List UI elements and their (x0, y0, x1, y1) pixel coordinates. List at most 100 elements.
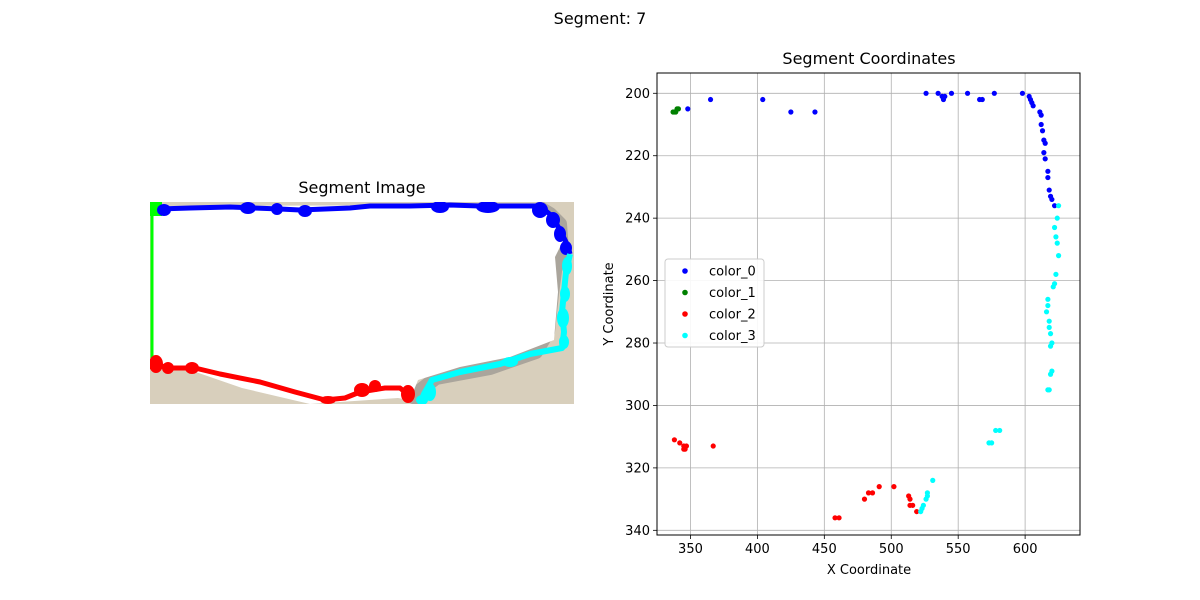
legend-label-color-3: color_3 (709, 329, 756, 344)
legend-label-color-1: color_1 (709, 286, 756, 301)
legend-marker-color-0 (682, 268, 688, 274)
segment-image-title: Segment Image (298, 178, 426, 197)
point-color-3 (1054, 215, 1060, 221)
x-axis-label: X Coordinate (827, 563, 911, 578)
segment-image (150, 202, 574, 404)
point-color-3 (1045, 296, 1051, 302)
y-tick-label: 320 (625, 461, 650, 476)
point-color-0 (685, 106, 691, 112)
point-color-0 (923, 90, 929, 96)
point-color-3 (1046, 387, 1052, 393)
segment-right-blobs (416, 257, 572, 404)
chart-legend: color_0 color_1 color_2 color_3 (664, 258, 765, 348)
segment-interior (152, 205, 565, 404)
point-color-2 (836, 515, 842, 521)
point-color-0 (1039, 128, 1046, 134)
legend-marker-color-2 (682, 311, 688, 317)
x-tick-label: 350 (678, 542, 703, 557)
legend-box (664, 258, 765, 348)
point-color-3 (1053, 234, 1059, 240)
point-color-3 (1045, 302, 1051, 309)
point-color-2 (861, 496, 868, 502)
point-color-0 (812, 109, 818, 115)
point-color-2 (677, 440, 683, 446)
point-color-1 (675, 106, 682, 112)
point-color-3 (997, 427, 1003, 434)
point-color-0 (942, 93, 948, 100)
chart-ticks: 350 400 450 500 550 600 200 220 240 260 280 300 320 3… (625, 87, 1037, 557)
plot-frame (656, 72, 1081, 536)
point-color-0 (707, 96, 714, 103)
point-color-3 (1046, 318, 1052, 324)
point-color-3 (1049, 368, 1055, 374)
point-color-0 (1042, 140, 1048, 146)
point-color-2 (671, 437, 678, 443)
point-color-0 (991, 90, 997, 96)
point-color-3 (1051, 281, 1058, 287)
point-color-0 (1046, 187, 1052, 193)
point-color-0 (1051, 203, 1058, 209)
point-color-3 (1046, 324, 1052, 331)
point-color-0 (1038, 112, 1044, 118)
point-color-0 (979, 96, 985, 103)
point-color-3 (1055, 253, 1062, 259)
point-color-0 (1038, 121, 1044, 128)
segment-image-panel: Segment Image (150, 178, 574, 404)
legend-label-color-0: color_0 (709, 265, 756, 280)
chart-points (670, 90, 1062, 521)
y-tick-label: 260 (625, 274, 650, 289)
point-color-0 (1042, 156, 1048, 162)
x-tick-label: 550 (946, 542, 971, 557)
point-color-0 (788, 109, 794, 115)
point-color-2 (876, 484, 882, 490)
point-color-0 (1049, 196, 1055, 203)
point-color-0 (1041, 150, 1047, 156)
point-color-2 (907, 496, 913, 502)
point-color-2 (910, 502, 916, 508)
point-color-3 (930, 477, 936, 483)
point-color-2 (869, 490, 876, 496)
y-tick-label: 240 (625, 212, 650, 227)
point-color-3 (993, 427, 999, 434)
segment-bottom-blobs (150, 355, 415, 404)
figure-title: Segment: 7 (553, 9, 647, 28)
point-color-2 (832, 515, 838, 521)
point-color-0 (935, 90, 941, 96)
y-tick-label: 220 (625, 149, 650, 164)
point-color-3 (989, 440, 995, 446)
y-tick-label: 300 (625, 399, 650, 414)
point-color-2 (891, 484, 897, 490)
x-tick-label: 400 (745, 542, 770, 557)
point-color-2 (683, 443, 690, 449)
point-color-3 (1049, 340, 1055, 346)
point-color-3 (1055, 203, 1062, 209)
point-color-0 (1045, 168, 1051, 174)
point-color-0 (760, 96, 766, 103)
point-color-0 (948, 90, 955, 96)
point-color-0 (964, 90, 971, 96)
segment-top-blobs (157, 202, 572, 255)
point-color-2 (710, 443, 716, 449)
point-color-0 (1045, 174, 1051, 181)
point-color-3 (1053, 271, 1059, 277)
y-tick-label: 340 (625, 524, 650, 539)
x-tick-label: 500 (879, 542, 904, 557)
point-color-3 (1047, 331, 1054, 337)
point-color-0 (1030, 103, 1036, 109)
legend-label-color-2: color_2 (709, 308, 756, 323)
legend-marker-color-1 (682, 289, 688, 296)
y-tick-label: 200 (625, 87, 650, 102)
point-color-2 (865, 490, 872, 496)
y-tick-label: 280 (625, 337, 650, 352)
point-color-3 (1051, 224, 1058, 231)
point-color-3 (1054, 240, 1060, 246)
point-color-2 (914, 508, 920, 515)
chart-title: Segment Coordinates (782, 49, 955, 68)
legend-marker-color-3 (682, 332, 688, 339)
point-color-3 (1043, 309, 1050, 315)
point-color-3 (924, 490, 930, 496)
point-color-3 (920, 502, 926, 508)
x-tick-label: 450 (812, 542, 837, 557)
y-axis-label: Y Coordinate (602, 262, 617, 346)
